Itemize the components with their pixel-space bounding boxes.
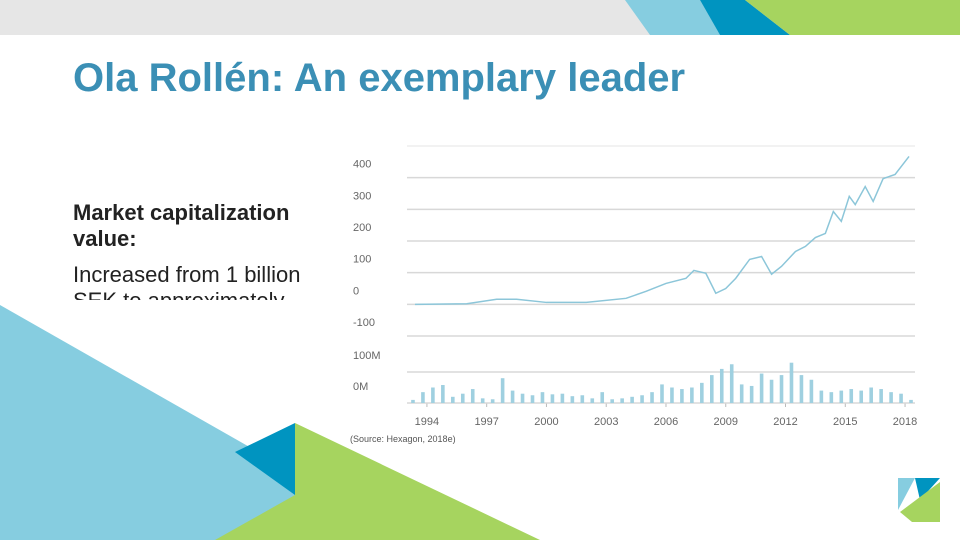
volume-bar bbox=[620, 398, 624, 403]
volume-bar bbox=[799, 375, 804, 403]
y-tick-label: 0M bbox=[353, 381, 368, 393]
volume-bar bbox=[470, 389, 475, 403]
volume-bar bbox=[879, 389, 883, 403]
y-tick-label: 100 bbox=[353, 254, 371, 266]
volume-bar bbox=[451, 396, 455, 403]
volume-bar bbox=[480, 398, 485, 403]
volume-bar bbox=[859, 390, 864, 403]
volume-bar bbox=[829, 392, 834, 403]
volume-bar bbox=[640, 395, 644, 403]
volume-bar bbox=[490, 399, 495, 403]
volume-bar bbox=[570, 396, 575, 403]
volume-bar bbox=[749, 385, 754, 403]
body-text: Increased from 1 billion SEK to approxim… bbox=[73, 262, 301, 300]
volume-bar bbox=[510, 390, 515, 403]
volume-bar bbox=[889, 392, 893, 403]
volume-bar bbox=[520, 393, 525, 403]
volume-bar bbox=[421, 392, 425, 403]
volume-bar bbox=[710, 375, 714, 403]
volume-bar bbox=[580, 395, 585, 403]
volume-bar bbox=[411, 399, 415, 403]
volume-bar bbox=[590, 398, 595, 403]
volume-bar bbox=[431, 387, 435, 403]
volume-bar bbox=[560, 393, 565, 403]
source-note: (Source: Hexagon, 2018e) bbox=[350, 434, 456, 444]
x-tick-label: 2006 bbox=[654, 416, 678, 428]
volume-bar bbox=[540, 392, 545, 403]
x-tick-label: 2000 bbox=[534, 416, 558, 428]
slide-title: Ola Rollén: An exemplary leader bbox=[73, 56, 686, 100]
volume-bar bbox=[670, 387, 674, 403]
volume-bar bbox=[779, 375, 784, 403]
volume-bar bbox=[839, 390, 844, 403]
volume-bar bbox=[719, 368, 724, 403]
x-tick-label: 1994 bbox=[415, 416, 439, 428]
y-tick-label: 200 bbox=[353, 222, 371, 234]
volume-bar bbox=[610, 399, 614, 403]
volume-bar bbox=[550, 394, 555, 403]
volume-bar bbox=[441, 385, 445, 403]
volume-bar bbox=[729, 364, 734, 403]
x-tick-label: 2012 bbox=[773, 416, 797, 428]
volume-bar bbox=[809, 379, 814, 403]
volume-bar bbox=[759, 373, 764, 403]
y-tick-label: 400 bbox=[353, 159, 371, 171]
volume-bar bbox=[530, 395, 535, 403]
volume-bar bbox=[869, 387, 873, 403]
volume-bar bbox=[630, 396, 634, 403]
volume-bar bbox=[899, 393, 903, 403]
x-tick-label: 1997 bbox=[474, 416, 498, 428]
volume-bar bbox=[769, 379, 774, 403]
x-tick-label: 2009 bbox=[714, 416, 738, 428]
volume-bar bbox=[650, 392, 654, 403]
heading: Market capitalization value: bbox=[73, 200, 290, 251]
volume-bar bbox=[690, 387, 694, 403]
y-tick-label: 0 bbox=[353, 285, 359, 297]
volume-bar bbox=[680, 389, 684, 403]
volume-bar bbox=[909, 399, 913, 403]
volume-bar bbox=[819, 390, 824, 403]
volume-bar bbox=[700, 382, 704, 403]
y-tick-label: -100 bbox=[353, 317, 375, 329]
volume-bar bbox=[460, 393, 465, 403]
volume-bar bbox=[789, 362, 794, 403]
y-tick-label: 100M bbox=[353, 350, 381, 362]
x-tick-label: 2018 bbox=[893, 416, 917, 428]
y-tick-label: 300 bbox=[353, 190, 371, 202]
volume-bar bbox=[600, 392, 605, 403]
price-line bbox=[414, 155, 910, 306]
volume-bar bbox=[500, 378, 505, 403]
volume-bar bbox=[849, 389, 854, 403]
x-tick-label: 2003 bbox=[594, 416, 618, 428]
volume-bar bbox=[739, 384, 744, 403]
volume-bar bbox=[660, 384, 664, 403]
x-tick-label: 2015 bbox=[833, 416, 857, 428]
